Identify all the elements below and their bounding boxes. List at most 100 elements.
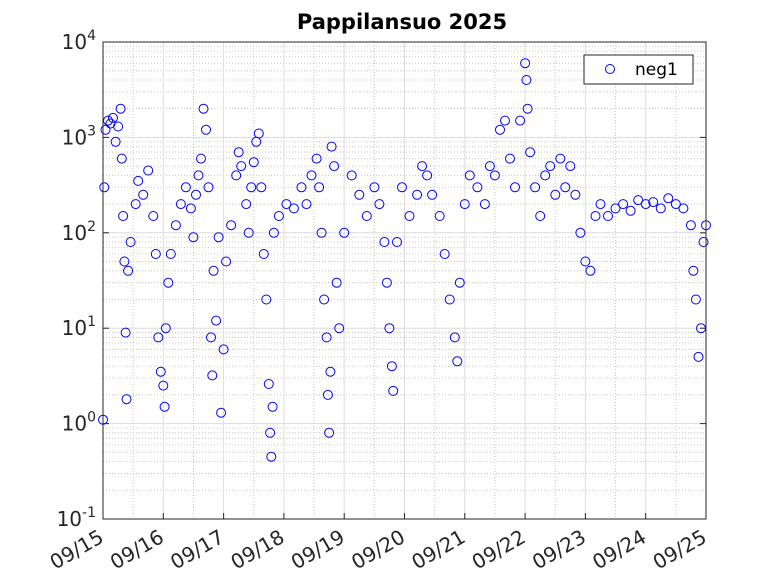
data-point: [150, 249, 161, 259]
data-point: [143, 165, 154, 176]
data-point: [397, 182, 407, 193]
data-point: [386, 361, 397, 372]
data-point: [640, 199, 651, 210]
data-point: [241, 199, 252, 210]
data-point: [163, 277, 174, 288]
data-point: [500, 115, 510, 126]
data-point: [118, 211, 129, 221]
data-point: [361, 211, 372, 221]
data-point: [125, 237, 136, 247]
data-point: [207, 370, 218, 381]
data-point: [522, 103, 533, 114]
y-tick-label: 10-1: [57, 505, 96, 531]
data-point: [495, 124, 505, 135]
data-point: [160, 323, 171, 334]
data-point: [218, 344, 229, 355]
data-point: [454, 277, 465, 288]
data-point: [231, 170, 242, 181]
y-tick-label: 100: [62, 410, 96, 436]
data-point: [525, 147, 536, 158]
data-point: [550, 189, 561, 200]
data-point: [261, 294, 272, 305]
data-point: [595, 199, 606, 210]
data-point: [685, 220, 696, 231]
data-point: [580, 256, 591, 267]
data-point: [618, 199, 629, 210]
data-point: [185, 203, 196, 214]
data-point: [374, 199, 385, 210]
data-point: [369, 182, 380, 193]
data-point: [268, 227, 279, 238]
data-point: [188, 232, 199, 243]
data-point: [325, 366, 336, 377]
data-point: [243, 227, 254, 238]
data-point: [196, 153, 206, 164]
data-point: [530, 182, 541, 193]
data-point: [153, 332, 164, 343]
data-point: [148, 211, 159, 221]
data-point: [610, 203, 621, 214]
data-point: [306, 170, 317, 181]
data-point: [690, 294, 701, 305]
data-point: [175, 199, 186, 210]
data-point: [180, 182, 191, 193]
data-point: [434, 211, 445, 221]
data-point: [233, 147, 244, 158]
data-point: [321, 332, 332, 343]
data-point: [625, 205, 636, 216]
data-point: [191, 189, 201, 200]
data-point: [100, 124, 111, 135]
data-point: [198, 103, 209, 114]
data-point: [565, 161, 576, 172]
data-point: [404, 211, 415, 221]
data-point: [213, 232, 224, 243]
data-point: [206, 332, 216, 343]
data-point: [113, 121, 124, 132]
data-point: [116, 153, 127, 164]
data-point: [535, 211, 546, 221]
data-point: [484, 161, 495, 172]
data-point: [663, 193, 674, 204]
data-point: [678, 203, 689, 214]
legend-marker: [605, 64, 615, 74]
data-point: [452, 356, 463, 367]
data-point: [384, 323, 395, 334]
data-point: [256, 182, 267, 193]
data-point: [130, 199, 141, 210]
data-point: [193, 170, 204, 181]
data-point: [698, 237, 709, 247]
data-point: [334, 323, 345, 334]
data-point: [319, 294, 330, 305]
data-points-layer: [98, 58, 711, 462]
data-point: [248, 157, 259, 168]
data-point: [560, 182, 571, 193]
data-point: [655, 203, 666, 214]
data-point: [545, 161, 556, 172]
data-point: [354, 189, 365, 200]
data-point: [301, 199, 312, 210]
data-point: [521, 75, 532, 85]
data-point: [427, 189, 438, 200]
data-point: [590, 211, 601, 221]
data-point: [322, 389, 333, 400]
data-point: [459, 199, 470, 210]
data-point: [108, 112, 118, 123]
data-point: [281, 199, 292, 210]
data-point: [575, 227, 586, 238]
data-point: [346, 170, 357, 181]
data-point: [236, 161, 247, 172]
data-point: [296, 182, 307, 193]
data-point: [449, 332, 460, 343]
data-point: [266, 451, 277, 462]
data-point: [208, 265, 219, 276]
data-point: [110, 136, 121, 147]
data-point: [119, 256, 130, 267]
data-point: [329, 161, 340, 172]
data-point: [158, 380, 169, 391]
data-point: [326, 141, 337, 152]
data-point: [510, 182, 520, 193]
data-point: [159, 401, 170, 412]
data-point: [288, 203, 299, 214]
y-tick-label: 103: [62, 123, 96, 149]
